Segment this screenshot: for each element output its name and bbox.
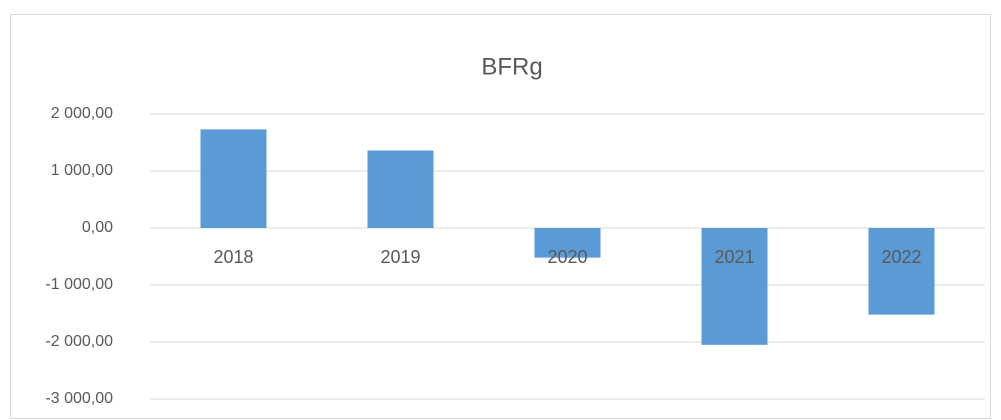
bar bbox=[200, 129, 267, 228]
x-tick-label: 2018 bbox=[213, 247, 253, 267]
y-tick-label: 2 000,00 bbox=[51, 105, 113, 122]
x-tick-label: 2022 bbox=[881, 247, 921, 267]
x-tick-label: 2019 bbox=[380, 247, 420, 267]
y-tick-label: -3 000,00 bbox=[45, 390, 113, 407]
y-tick-label: -2 000,00 bbox=[45, 333, 113, 350]
y-tick-label: 0,00 bbox=[82, 219, 113, 236]
chart-border bbox=[10, 14, 991, 419]
bar bbox=[367, 150, 434, 228]
y-tick-label: 1 000,00 bbox=[51, 162, 113, 179]
bar bbox=[868, 228, 935, 315]
bar bbox=[701, 228, 768, 345]
x-tick-label: 2020 bbox=[547, 247, 587, 267]
y-tick-label: -1 000,00 bbox=[45, 276, 113, 293]
chart-title: BFRg bbox=[481, 53, 542, 80]
x-tick-label: 2021 bbox=[714, 247, 754, 267]
bar bbox=[534, 228, 601, 258]
